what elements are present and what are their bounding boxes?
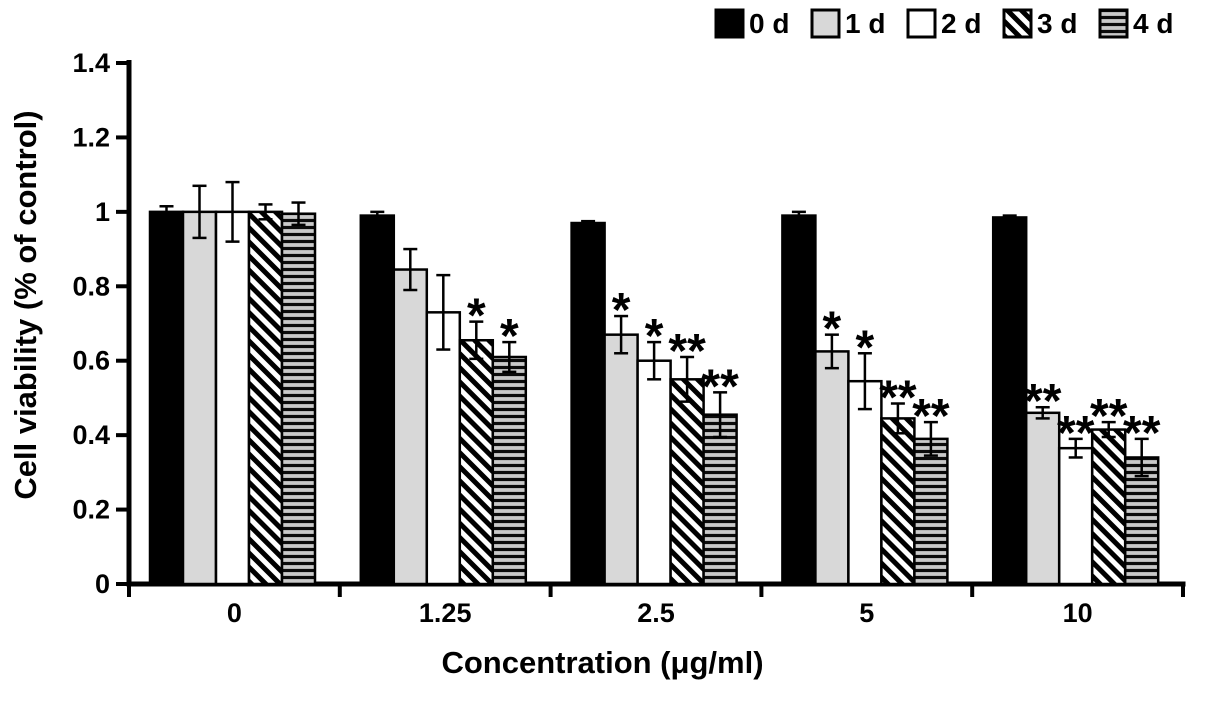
x-tick-label: 10 <box>1063 598 1093 628</box>
y-tick-label: 0.6 <box>72 346 110 376</box>
significance-marker: * <box>467 290 486 343</box>
bar-2d-conc-2.5 <box>636 359 672 586</box>
significance-marker: ** <box>1024 375 1062 428</box>
significance-marker: * <box>823 303 842 356</box>
bar-1d-conc-5 <box>814 350 850 586</box>
bar-2d-conc-10 <box>1057 446 1094 586</box>
legend-label-1d: 1 d <box>845 8 885 39</box>
bar-3d-conc-10 <box>1090 428 1127 586</box>
y-tick-label: 1.2 <box>72 122 110 152</box>
bar-1d-conc-10 <box>1024 411 1061 586</box>
bar-3d-conc-5 <box>880 417 916 586</box>
significance-marker: ** <box>1123 407 1161 460</box>
legend-label-4d: 4 d <box>1133 8 1173 39</box>
bar-0d-conc-10 <box>991 216 1028 586</box>
x-tick-label: 2.5 <box>637 598 675 628</box>
bar-1d-conc-2.5 <box>603 333 639 586</box>
significance-marker: * <box>500 310 519 363</box>
bar-3d-conc-1.25 <box>458 338 495 586</box>
bar-4d-conc-0 <box>280 212 317 586</box>
bar-2d-conc-1.25 <box>425 311 462 586</box>
x-tick-label: 5 <box>859 598 874 628</box>
y-tick-label: 1.4 <box>72 48 110 78</box>
y-tick-label: 0 <box>95 569 110 599</box>
significance-marker: ** <box>912 390 950 443</box>
significance-marker: * <box>612 284 631 337</box>
bar-1d-conc-0 <box>181 210 218 586</box>
significance-marker: ** <box>701 360 739 413</box>
bar-2d-conc-0 <box>214 210 251 586</box>
bar-4d-conc-2.5 <box>702 413 738 586</box>
significance-marker: ** <box>879 372 917 425</box>
y-tick-label: 1 <box>95 197 110 227</box>
legend-swatch-4d <box>1098 8 1129 39</box>
significance-marker: ** <box>1057 407 1095 460</box>
bar-2d-conc-5 <box>847 379 883 586</box>
bar-4d-conc-5 <box>913 437 949 586</box>
bar-3d-conc-0 <box>247 210 284 586</box>
bar-0d-conc-5 <box>781 214 817 586</box>
bar-3d-conc-2.5 <box>669 378 705 586</box>
legend-swatch-0d <box>714 8 745 39</box>
x-tick-label: 0 <box>227 598 242 628</box>
x-axis-title: Concentration (μg/ml) <box>441 645 764 680</box>
y-tick-label: 0.8 <box>72 271 110 301</box>
legend-swatch-2d <box>906 8 937 39</box>
bar-0d-conc-1.25 <box>359 214 396 586</box>
legend-label-3d: 3 d <box>1037 8 1077 39</box>
significance-marker: * <box>856 321 875 374</box>
legend-label-2d: 2 d <box>941 8 981 39</box>
y-axis-title: Cell viability (% of control) <box>8 110 43 500</box>
significance-marker: ** <box>668 325 706 378</box>
legend-swatch-3d <box>1002 8 1033 39</box>
significance-marker: * <box>645 310 664 363</box>
bar-4d-conc-10 <box>1123 456 1160 586</box>
x-tick-label: 1.25 <box>419 598 472 628</box>
bar-4d-conc-1.25 <box>491 355 528 586</box>
significance-marker: ** <box>1090 390 1128 443</box>
legend-label-0d: 0 d <box>749 8 789 39</box>
y-tick-label: 0.4 <box>72 420 110 450</box>
bar-1d-conc-1.25 <box>392 268 429 586</box>
bar-0d-conc-0 <box>148 210 185 586</box>
y-tick-label: 0.2 <box>72 495 110 525</box>
legend-swatch-1d <box>810 8 841 39</box>
bar-0d-conc-2.5 <box>570 221 606 586</box>
